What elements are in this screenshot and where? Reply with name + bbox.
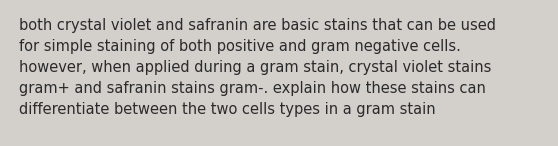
Text: both crystal violet and safranin are basic stains that can be used
for simple st: both crystal violet and safranin are bas… <box>19 18 496 118</box>
